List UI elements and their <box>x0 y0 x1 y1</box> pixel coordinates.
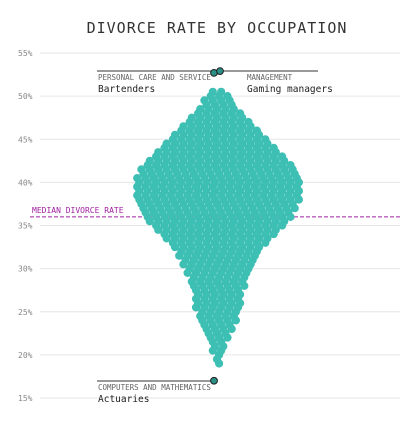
annotation-occupation: Gaming managers <box>247 84 333 95</box>
highlighted-point <box>210 376 218 385</box>
data-point <box>162 234 171 243</box>
chart-title: DIVORCE RATE BY OCCUPATION <box>87 19 348 37</box>
data-point <box>286 212 295 221</box>
annotation-category: COMPUTERS AND MATHEMATICS <box>98 383 211 392</box>
y-tick-label: 55% <box>18 49 33 58</box>
annotation-category: PERSONAL CARE AND SERVICE <box>98 73 211 82</box>
data-point <box>278 221 287 230</box>
y-tick-label: 20% <box>18 351 33 360</box>
y-tick-label: 25% <box>18 308 33 317</box>
y-axis-ticks: 55% 50% 45% 40% 35% 30% 25% 20% 15% <box>18 49 33 403</box>
data-point <box>191 303 201 312</box>
data-point <box>227 324 236 334</box>
data-point <box>290 204 299 213</box>
data-point <box>175 251 184 260</box>
data-point <box>154 225 163 234</box>
y-tick-label: 30% <box>18 265 33 274</box>
y-tick-label: 15% <box>18 394 33 403</box>
annotation-occupation: Bartenders <box>98 84 155 95</box>
data-point <box>215 359 224 368</box>
y-tick-label: 50% <box>18 92 33 101</box>
y-tick-label: 35% <box>18 222 33 231</box>
data-point <box>261 238 270 247</box>
data-point <box>145 217 154 226</box>
data-point <box>231 316 240 325</box>
data-point <box>269 230 278 239</box>
data-point <box>294 195 303 204</box>
data-point <box>183 268 192 277</box>
annotation-occupation: Actuaries <box>98 394 149 405</box>
data-point <box>240 281 249 290</box>
y-tick-label: 40% <box>18 178 33 187</box>
data-points <box>133 87 303 368</box>
data-point <box>208 346 217 355</box>
annotations: PERSONAL CARE AND SERVICE Bartenders MANAG… <box>97 67 333 405</box>
y-tick-label: 45% <box>18 135 33 144</box>
data-point <box>179 260 188 269</box>
data-point <box>170 243 180 252</box>
annotation-category: MANAGEMENT <box>247 73 293 82</box>
data-point <box>223 333 232 342</box>
median-label: MEDIAN DIVORCE RATE <box>32 206 124 215</box>
median-line-group: MEDIAN DIVORCE RATE <box>30 206 400 218</box>
highlighted-point <box>216 67 224 76</box>
